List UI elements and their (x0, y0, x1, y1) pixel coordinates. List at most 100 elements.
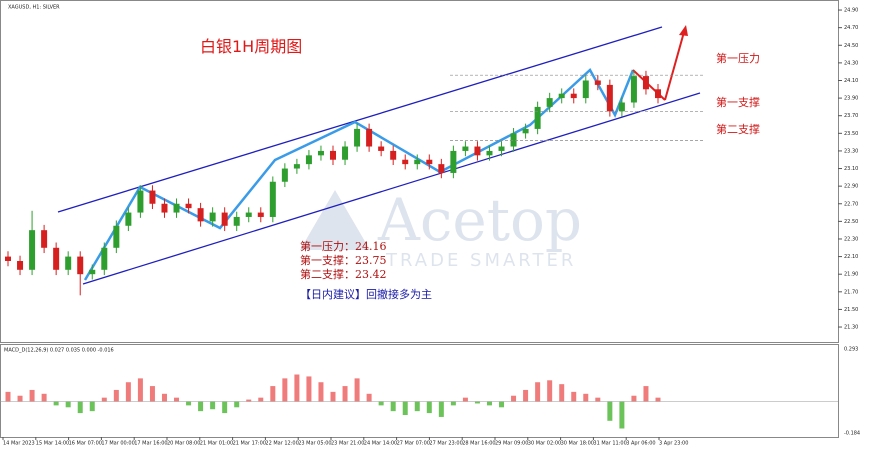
y-tick-label: 24.30 (844, 60, 858, 66)
level-note: 第二支撑：23.42 (300, 267, 387, 281)
advice: 【日内建议】回撤接多为主 (300, 287, 432, 301)
y-tick-label: 23.10 (844, 166, 858, 172)
macd-bar (391, 402, 396, 412)
y-tick-label: 21.70 (844, 289, 858, 295)
candle-body (149, 191, 155, 204)
y-tick-label: 24.50 (844, 43, 858, 49)
macd-bar (162, 394, 167, 402)
y-tick-label: 22.30 (844, 236, 858, 242)
candle-body (318, 151, 324, 155)
y-tick-label: 23.90 (844, 96, 858, 102)
candle-body (161, 204, 167, 213)
candle-body (607, 85, 613, 111)
candle-body (547, 98, 553, 107)
x-tick-label: 29 Mar 09:00 (495, 441, 528, 447)
macd-bar (138, 378, 143, 401)
candle-body (101, 248, 107, 270)
level-side-label: 第二支撑 (716, 122, 760, 136)
candle-body (390, 151, 396, 160)
channel-top (58, 27, 662, 212)
watermark-text: Acetop (377, 186, 582, 254)
macd-title: MACD_D(12,26,9) 0.027 0.035 0.000 -0.016 (4, 348, 114, 354)
macd-bar (643, 386, 648, 401)
macd-bar (595, 398, 600, 402)
level-note-value: 24.16 (355, 240, 387, 253)
candle-body (378, 147, 384, 151)
macd-bar (114, 390, 119, 402)
y-tick-label: 21.90 (844, 272, 858, 278)
candle-body (486, 151, 492, 155)
macd-bar (619, 402, 624, 429)
level-note: 第一压力：24.16 (300, 239, 387, 253)
level-note-label: 第一压力： (300, 239, 355, 253)
macd-bar (559, 384, 564, 401)
x-tick-label: 23 Mar 21:00 (331, 441, 364, 447)
candle-body (174, 204, 180, 213)
x-tick-label: 17 Mar 00:00 (101, 441, 134, 447)
x-tick-label: 16 Mar 07:00 (69, 441, 102, 447)
candle-body (210, 213, 216, 222)
macd-bar (78, 402, 83, 414)
macd-bar (102, 398, 107, 402)
x-tick-label: 15 Mar 14:00 (36, 441, 69, 447)
forecast-up (665, 32, 684, 100)
x-tick-label: 30 Mar 02:00 (528, 441, 561, 447)
macd-bar (126, 382, 131, 401)
y-tick-label: 21.50 (844, 307, 858, 313)
candle-body (41, 230, 47, 248)
x-tick-label: 23 Mar 05:00 (298, 441, 331, 447)
y-tick-label: -0.184 (844, 431, 860, 437)
macd-bar (222, 402, 227, 414)
macd-bar (463, 398, 468, 402)
candle-body (89, 270, 95, 274)
macd-bar (18, 396, 23, 402)
macd-bar (631, 396, 636, 402)
candle-body (137, 191, 143, 213)
candle-body (559, 94, 565, 98)
candle-body (198, 208, 204, 221)
x-tick-label: 3 Apr 23:00 (659, 441, 688, 447)
macd-bar (607, 402, 612, 421)
candle-body (499, 147, 505, 151)
macd-bar (54, 402, 59, 406)
macd-bar (246, 400, 251, 402)
macd-bar (511, 396, 516, 402)
y-tick-label: 22.10 (844, 254, 858, 260)
candle-body (631, 76, 637, 102)
x-tick-label: 3 Apr 06:00 (626, 441, 655, 447)
macd-bar (42, 394, 47, 402)
macd-bar (258, 398, 263, 402)
candle-body (583, 80, 589, 98)
candle-body (270, 182, 276, 217)
y-tick-label: 24.90 (844, 8, 858, 14)
candle-body (113, 226, 119, 248)
candle-body (571, 94, 577, 98)
candle-body (246, 213, 252, 217)
macd-bar (318, 382, 323, 401)
candle-body (342, 147, 348, 160)
y-tick-label: 0.293 (844, 347, 858, 353)
level-side-label: 第一支撑 (716, 95, 760, 109)
y-tick-label: 24.70 (844, 25, 858, 31)
macd-bar (30, 390, 35, 402)
macd-bar (403, 402, 408, 416)
macd-bar (355, 378, 360, 401)
candle-body (65, 257, 71, 270)
y-tick-label: 23.50 (844, 131, 858, 137)
macd-bar (343, 386, 348, 401)
candle-body (643, 76, 649, 89)
macd-bar (270, 386, 275, 401)
macd-bar (439, 402, 444, 417)
x-tick-label: 24 Mar 14:00 (364, 441, 397, 447)
y-tick-label: 22.90 (844, 184, 858, 190)
y-tick-label: 23.70 (844, 113, 858, 119)
watermark-tagline: TRADE SMARTER (385, 250, 576, 271)
candle-body (53, 248, 59, 270)
macd-bar (547, 380, 552, 401)
candle-body (222, 213, 228, 226)
macd-bar (451, 402, 456, 406)
candle-body (258, 213, 264, 217)
candle-body (402, 160, 408, 164)
candle-body (595, 80, 601, 84)
x-tick-label: 14 Mar 2023 (3, 441, 35, 447)
